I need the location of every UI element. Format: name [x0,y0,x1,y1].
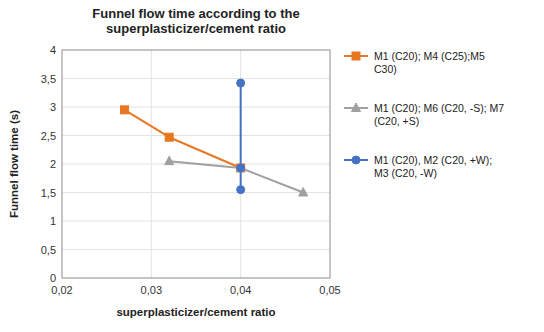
legend-label: M1 (C20); M6 (C20, -S); M7(C20, +S) [374,102,504,127]
series-marker [165,133,173,141]
y-tick-label: 0 [50,272,56,284]
text-line: C30) [374,63,397,75]
grid-line-x [151,50,152,278]
plot-frame [62,50,330,278]
legend-item: M1 (C20); M6 (C20, -S); M7(C20, +S) [344,102,504,127]
legend-item: M1 (C20), M2 (C20, +W);M3 (C20, -W) [344,154,492,179]
y-tick-label: 1 [50,215,56,227]
grid-line-y [62,249,330,250]
grid [62,50,330,278]
y-tick-label: 0,5 [41,244,56,256]
legend-marker [352,103,361,112]
x-axis-label: superplasticizer/cement ratio [116,306,275,318]
chart-title: Funnel flow time according to thesuperpl… [92,6,299,36]
y-tick-label: 3 [50,101,56,113]
series-marker [237,186,245,194]
grid-line-y [62,107,330,108]
ticks: 0 0,5 1 1,5 2 2,5 3 3,5 4 0,02 0,03 0,04 0,05 [41,44,341,296]
x-tick-label: 0,03 [141,284,162,296]
series-marker [299,188,308,197]
y-tick-label: 2 [50,158,56,170]
y-tick-label: 1,5 [41,187,56,199]
text-line: Funnel flow time according to the [92,6,299,21]
text-line: M1 (C20); M6 (C20, -S); M7 [374,102,504,114]
series-marker [237,164,245,172]
series-line [125,110,241,168]
text-line: M1 (C20); M4 (C25);M5 [374,50,485,62]
legend-marker [352,156,360,164]
chart-container: Funnel flow time according to thesuperpl… [0,0,544,332]
series-marker [237,79,245,87]
series-marker [121,106,129,114]
legend-label: M1 (C20), M2 (C20, +W);M3 (C20, -W) [374,154,492,179]
grid-line-y [62,135,330,136]
grid-line-y [62,78,330,79]
y-tick-label: 4 [50,44,56,56]
series-line [240,83,242,190]
y-tick-label: 3,5 [41,73,56,85]
text-line: (C20, +S) [374,115,419,127]
series [165,156,308,196]
text-line: superplasticizer/cement ratio [106,21,286,36]
chart-svg: Funnel flow time according to thesuperpl… [0,0,544,332]
series-marker [165,156,174,165]
series-marker [237,164,245,172]
series-line [169,161,303,192]
grid-line-y [62,221,330,222]
x-tick-label: 0,04 [230,284,251,296]
x-tick-label: 0,05 [319,284,340,296]
legend-label: M1 (C20); M4 (C25);M5C30) [374,50,485,75]
grid-line-y [62,192,330,193]
legend-marker [352,52,360,60]
series-marker [236,163,245,172]
text-line: M1 (C20), M2 (C20, +W); [374,154,492,166]
y-tick-label: 2,5 [41,130,56,142]
legend-item: M1 (C20); M4 (C25);M5C30) [344,50,485,75]
data-area [121,79,308,196]
y-axis-label: Funnel flow time (s) [8,110,20,218]
legend: M1 (C20); M4 (C25);M5C30) M1 (C20); M6 (C… [344,50,504,179]
text-line: M3 (C20, -W) [374,167,437,179]
series [237,79,245,194]
x-tick-label: 0,02 [51,284,72,296]
